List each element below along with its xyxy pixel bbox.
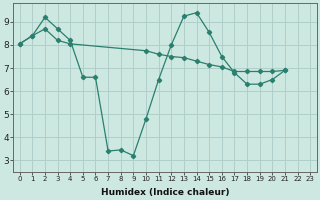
X-axis label: Humidex (Indice chaleur): Humidex (Indice chaleur)	[101, 188, 229, 197]
